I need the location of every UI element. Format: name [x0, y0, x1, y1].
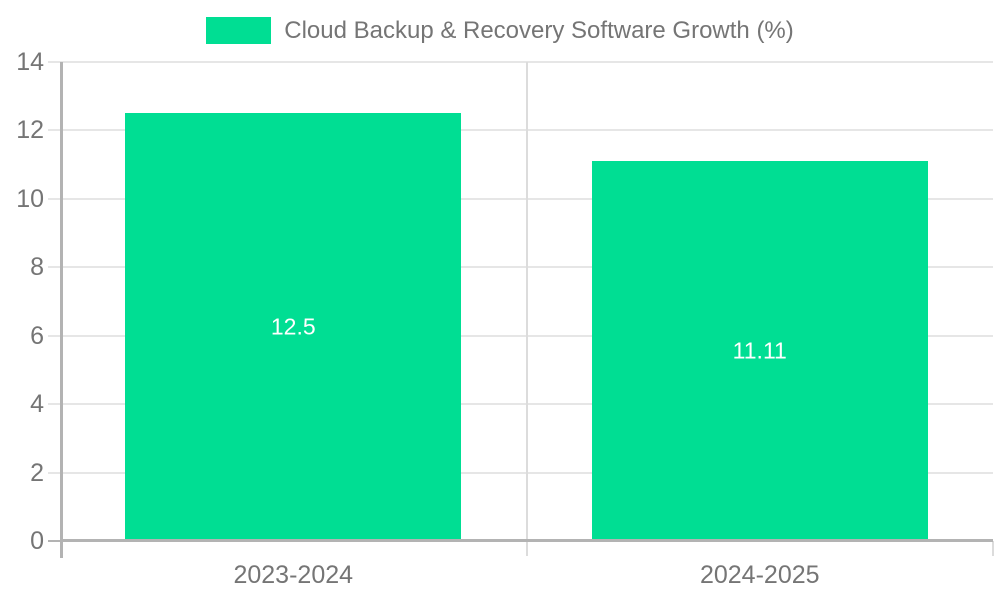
- y-axis-tick: [48, 403, 60, 406]
- y-axis-tick-label: 2: [30, 458, 44, 487]
- y-axis-line: [60, 62, 63, 558]
- plot-area: 0 2 4 6 8 10 12 14 12.5 2023-2024 11.11 2024-2025: [16, 49, 994, 588]
- y-axis-tick: [48, 471, 60, 474]
- y-axis-tick-label: 6: [30, 321, 44, 350]
- y-axis-tick-label: 0: [30, 527, 44, 555]
- bar: [591, 160, 928, 541]
- y-axis-tick: [48, 540, 60, 542]
- gridline-vertical: [525, 62, 528, 541]
- legend-swatch: [206, 17, 272, 44]
- bar: [125, 113, 462, 541]
- x-axis-tick: [525, 541, 528, 556]
- x-axis-tick-label: 2024-2025: [699, 561, 820, 589]
- y-axis-tick-label: 12: [16, 116, 44, 145]
- y-axis-tick-label: 10: [16, 184, 44, 213]
- legend-label: Cloud Backup & Recovery Software Growth …: [284, 17, 794, 44]
- legend: Cloud Backup & Recovery Software Growth …: [0, 17, 1000, 44]
- y-axis-tick: [48, 266, 60, 269]
- y-axis-tick: [48, 334, 60, 337]
- bar-value-label: 11.11: [732, 337, 787, 364]
- x-axis-baseline: [60, 539, 993, 542]
- y-axis-tick-label: 14: [16, 48, 44, 76]
- y-axis-tick: [48, 129, 60, 132]
- bar-value-label: 12.5: [270, 313, 316, 340]
- y-axis-tick-label: 4: [30, 390, 44, 419]
- x-axis-tick: [992, 541, 994, 556]
- y-axis-tick: [48, 197, 60, 200]
- x-axis-tick-label: 2023-2024: [233, 561, 354, 589]
- y-axis-tick-label: 8: [30, 253, 44, 282]
- y-axis-tick: [48, 61, 60, 63]
